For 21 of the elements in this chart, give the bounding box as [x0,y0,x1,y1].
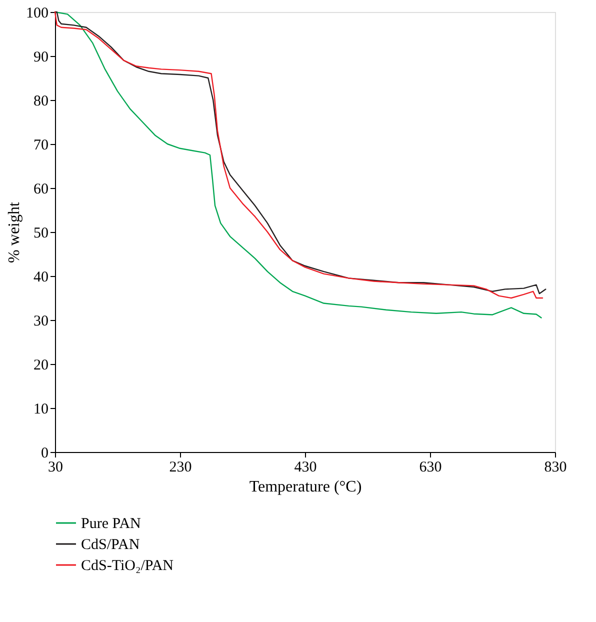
y-tick-label: 30 [34,314,48,330]
y-axis-title: % weight [6,202,23,263]
y-tick-label: 70 [34,138,48,154]
y-tick-label: 0 [41,446,48,462]
x-tick-label: 230 [169,460,192,476]
x-tick-label: 830 [544,460,567,476]
x-tick-label: 430 [294,460,317,476]
y-tick-label: 60 [34,182,48,198]
legend-label: CdS/PAN [81,537,140,553]
x-axis-title: Temperature (°C) [249,478,362,496]
y-tick-label: 90 [34,50,48,66]
x-tick-label: 30 [48,460,63,476]
legend-label: Pure PAN [81,516,142,532]
legend-label: CdS-TiO₂/PAN [81,558,174,574]
y-tick-label: 40 [34,270,48,286]
y-tick-label: 50 [34,226,48,242]
y-tick-label: 80 [34,94,48,110]
y-tick-label: 20 [34,358,48,374]
y-tick-label: 100 [26,6,48,22]
x-tick-label: 630 [419,460,442,476]
y-tick-label: 10 [34,402,48,418]
